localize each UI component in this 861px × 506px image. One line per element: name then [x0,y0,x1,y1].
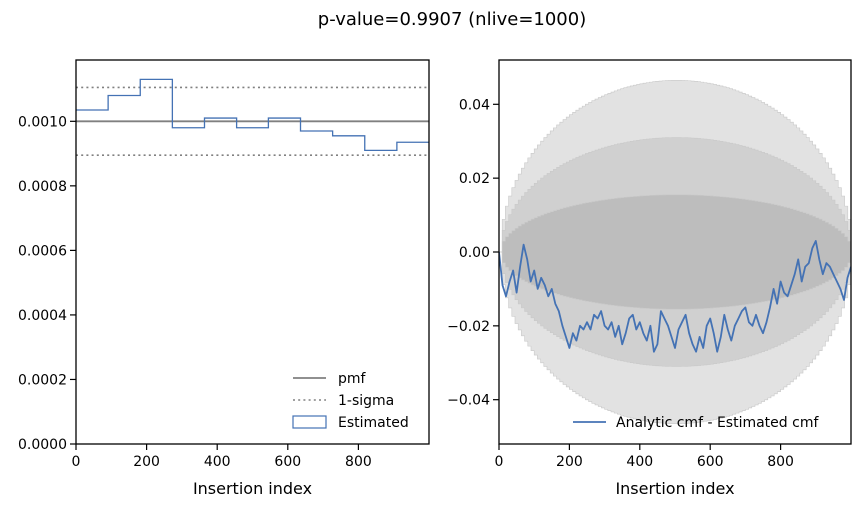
pmf-x-tick-label: 600 [274,454,301,470]
pmf-y-tick-label: 0.0006 [18,243,67,259]
legend-label: pmf [338,371,367,387]
cmf-y-tick-label: −0.02 [447,319,490,335]
cmf-legend: Analytic cmf - Estimated cmf [573,415,819,431]
cmf-x-tick-label: 0 [495,454,504,470]
legend-label: 1-sigma [338,393,394,409]
legend-estimated-swatch [292,415,327,429]
panel-pmf: 0 200 400 600 800 0.00000.00020.00040.00060.… [18,59,430,498]
cmf-x-tick-label: 400 [626,454,653,470]
pmf-x-tick-label: 0 [72,454,81,470]
pmf-y-tick-label: 0.0010 [18,114,67,130]
legend-label: Analytic cmf - Estimated cmf [616,415,819,431]
cmf-difference-line [499,240,851,353]
cmf-y-tick-label: 0.00 [459,245,490,261]
figure-title: p-value=0.9907 (nlive=1000) [318,9,586,30]
cmf-y-tick-label: 0.02 [459,171,490,187]
cmf-x-tick-label: 200 [556,454,583,470]
cmf-y-tick-label: −0.04 [447,393,490,409]
cmf-y-ticks: −0.04 −0.02 0.00 0.02 0.04 [447,97,499,409]
cmf-x-tick-label: 800 [767,454,794,470]
pmf-plot-area [76,78,429,156]
cmf-x-ticks: 0 200 400 600 800 [495,444,794,470]
cmf-axes-frame [498,59,852,445]
pmf-x-tick-label: 400 [204,454,231,470]
estimated-step-line [76,78,429,152]
pmf-x-tick-label: 800 [345,454,372,470]
pmf-y-tick-label: 0.0008 [18,179,67,195]
sigma-band-1 [499,194,851,310]
pmf-x-tick-label: 200 [133,454,160,470]
pmf-x-ticks: 0 200 400 600 800 [72,444,372,470]
cmf-x-axis-label: Insertion index [615,479,734,498]
pmf-y-tick-label: 0.0004 [18,308,67,324]
cmf-x-tick-label: 600 [697,454,724,470]
cmf-plot-area [499,80,851,424]
pmf-y-tick-label: 0.0002 [18,372,67,388]
pmf-axes-frame [75,59,430,445]
legend-label: Estimated [338,415,409,431]
pmf-legend: pmf 1-sigma Estimated [292,371,409,431]
pmf-y-tick-label: 0.0000 [18,437,67,453]
pmf-y-ticks: 0.0000 0.0002 0.0004 0.0006 0.0008 0.0010 [18,114,76,453]
cmf-y-tick-label: 0.04 [459,97,490,113]
pmf-x-axis-label: Insertion index [193,479,312,498]
panel-cmf: 0 200 400 600 800 −0.04 −0.02 0.00 0.02 0.04 Ins… [447,59,852,498]
